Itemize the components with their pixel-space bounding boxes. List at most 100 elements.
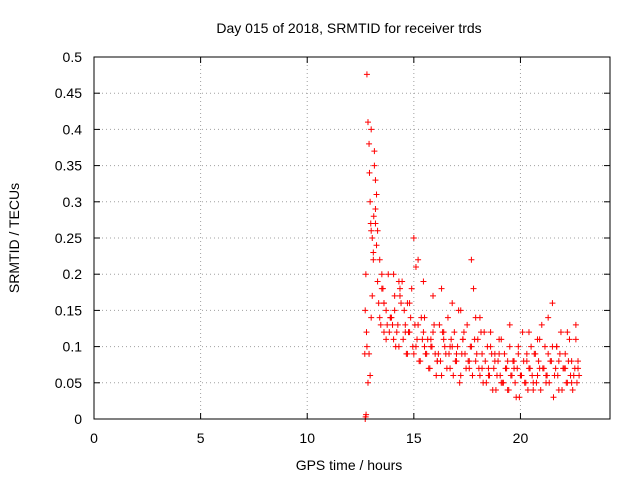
data-point xyxy=(402,329,409,336)
data-point xyxy=(512,379,519,386)
data-point xyxy=(380,300,387,307)
data-point xyxy=(543,372,550,379)
data-point xyxy=(440,336,447,343)
data-point xyxy=(427,336,434,343)
data-point xyxy=(484,343,491,350)
data-point xyxy=(537,387,544,394)
data-point xyxy=(368,227,375,234)
data-point xyxy=(550,394,557,401)
data-point xyxy=(535,358,542,365)
data-point xyxy=(527,365,534,372)
data-point xyxy=(530,379,537,386)
data-point xyxy=(447,343,454,350)
data-point xyxy=(485,365,492,372)
data-point xyxy=(370,256,377,263)
data-point xyxy=(534,336,541,343)
data-point xyxy=(538,321,545,328)
data-point xyxy=(386,329,393,336)
data-point xyxy=(470,285,477,292)
data-point xyxy=(511,365,518,372)
data-point xyxy=(391,292,398,299)
data-point xyxy=(507,372,514,379)
data-point xyxy=(422,350,429,357)
data-point xyxy=(364,119,371,126)
data-point xyxy=(395,278,402,285)
x-tick-label: 20 xyxy=(513,430,529,446)
data-point xyxy=(453,350,460,357)
data-point xyxy=(383,307,390,314)
data-point xyxy=(531,350,538,357)
data-point xyxy=(396,292,403,299)
data-point xyxy=(460,329,467,336)
data-point xyxy=(476,314,483,321)
data-point xyxy=(492,387,499,394)
data-point xyxy=(469,372,476,379)
data-point xyxy=(383,336,390,343)
data-point xyxy=(414,336,421,343)
data-point xyxy=(362,271,369,278)
data-point xyxy=(525,329,532,336)
data-point xyxy=(444,314,451,321)
data-point xyxy=(456,379,463,386)
data-point xyxy=(377,321,384,328)
y-tick-label: 0.15 xyxy=(55,302,82,318)
data-point xyxy=(373,191,380,198)
data-point xyxy=(575,358,582,365)
y-tick-label: 0.05 xyxy=(55,375,82,391)
data-point xyxy=(363,343,370,350)
data-point xyxy=(392,343,399,350)
data-point xyxy=(404,300,411,307)
y-tick-label: 0.5 xyxy=(63,49,83,65)
data-point xyxy=(362,307,369,314)
data-point xyxy=(376,256,383,263)
data-point xyxy=(363,329,370,336)
data-point xyxy=(452,358,459,365)
data-point xyxy=(370,213,377,220)
data-point xyxy=(471,336,478,343)
data-point xyxy=(557,329,564,336)
data-point xyxy=(564,329,571,336)
data-point xyxy=(450,372,457,379)
data-point xyxy=(415,321,422,328)
data-point xyxy=(536,365,543,372)
data-point xyxy=(569,387,576,394)
data-point xyxy=(421,343,428,350)
data-point xyxy=(568,379,575,386)
data-point xyxy=(367,198,374,205)
data-point xyxy=(433,372,440,379)
data-point xyxy=(384,321,391,328)
data-point xyxy=(428,343,435,350)
data-point xyxy=(555,358,562,365)
data-point xyxy=(559,387,566,394)
data-point xyxy=(419,336,426,343)
data-point xyxy=(485,372,492,379)
data-point xyxy=(369,292,376,299)
data-point xyxy=(467,343,474,350)
data-point xyxy=(446,350,453,357)
data-point xyxy=(541,343,548,350)
y-tick-label: 0.25 xyxy=(55,230,82,246)
data-point xyxy=(408,285,415,292)
data-point xyxy=(506,343,513,350)
data-point xyxy=(566,336,573,343)
data-point xyxy=(522,379,529,386)
data-point xyxy=(572,321,579,328)
data-point xyxy=(372,177,379,184)
data-point xyxy=(410,350,417,357)
data-point xyxy=(401,307,408,314)
data-point xyxy=(497,372,504,379)
data-point xyxy=(457,372,464,379)
data-point xyxy=(418,314,425,321)
data-point xyxy=(409,343,416,350)
data-point xyxy=(387,314,394,321)
data-point xyxy=(556,350,563,357)
data-point xyxy=(457,307,464,314)
data-point xyxy=(573,379,580,386)
data-point xyxy=(389,321,396,328)
data-point xyxy=(379,285,386,292)
data-point xyxy=(562,365,569,372)
data-point xyxy=(495,358,502,365)
data-point xyxy=(412,263,419,270)
data-point xyxy=(498,379,505,386)
